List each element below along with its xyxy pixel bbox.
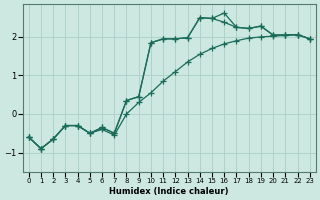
X-axis label: Humidex (Indice chaleur): Humidex (Indice chaleur) bbox=[109, 187, 229, 196]
